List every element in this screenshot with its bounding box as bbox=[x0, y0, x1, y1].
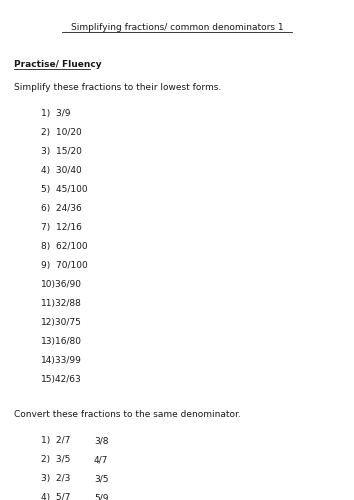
Text: 2)  3/5: 2) 3/5 bbox=[41, 455, 70, 464]
Text: 3)  2/3: 3) 2/3 bbox=[41, 474, 70, 483]
Text: 3/5: 3/5 bbox=[94, 474, 108, 483]
Text: Simplifying fractions/ common denominators 1: Simplifying fractions/ common denominato… bbox=[71, 22, 283, 32]
Text: 5/9: 5/9 bbox=[94, 493, 108, 500]
Text: 4/7: 4/7 bbox=[94, 455, 108, 464]
Text: 4)  30/40: 4) 30/40 bbox=[41, 166, 81, 175]
Text: 7)  12/16: 7) 12/16 bbox=[41, 224, 81, 232]
Text: 11)32/88: 11)32/88 bbox=[41, 300, 81, 308]
Text: Simplify these fractions to their lowest forms.: Simplify these fractions to their lowest… bbox=[14, 83, 221, 92]
Text: 13)16/80: 13)16/80 bbox=[41, 338, 82, 346]
Text: 1)  2/7: 1) 2/7 bbox=[41, 436, 70, 445]
Text: 3/8: 3/8 bbox=[94, 436, 108, 445]
Text: 3)  15/20: 3) 15/20 bbox=[41, 148, 81, 156]
Text: 9)  70/100: 9) 70/100 bbox=[41, 262, 87, 270]
Text: 14)33/99: 14)33/99 bbox=[41, 356, 81, 366]
Text: 15)42/63: 15)42/63 bbox=[41, 376, 81, 384]
Text: 4)  5/7: 4) 5/7 bbox=[41, 493, 70, 500]
Text: 12)30/75: 12)30/75 bbox=[41, 318, 81, 328]
Text: 8)  62/100: 8) 62/100 bbox=[41, 242, 87, 252]
Text: Convert these fractions to the same denominator.: Convert these fractions to the same deno… bbox=[14, 410, 241, 418]
Text: 2)  10/20: 2) 10/20 bbox=[41, 128, 81, 138]
Text: 1)  3/9: 1) 3/9 bbox=[41, 110, 70, 118]
Text: 10)36/90: 10)36/90 bbox=[41, 280, 82, 289]
Text: 5)  45/100: 5) 45/100 bbox=[41, 186, 87, 194]
Text: Practise/ Fluency: Practise/ Fluency bbox=[14, 60, 102, 69]
Text: 6)  24/36: 6) 24/36 bbox=[41, 204, 81, 214]
